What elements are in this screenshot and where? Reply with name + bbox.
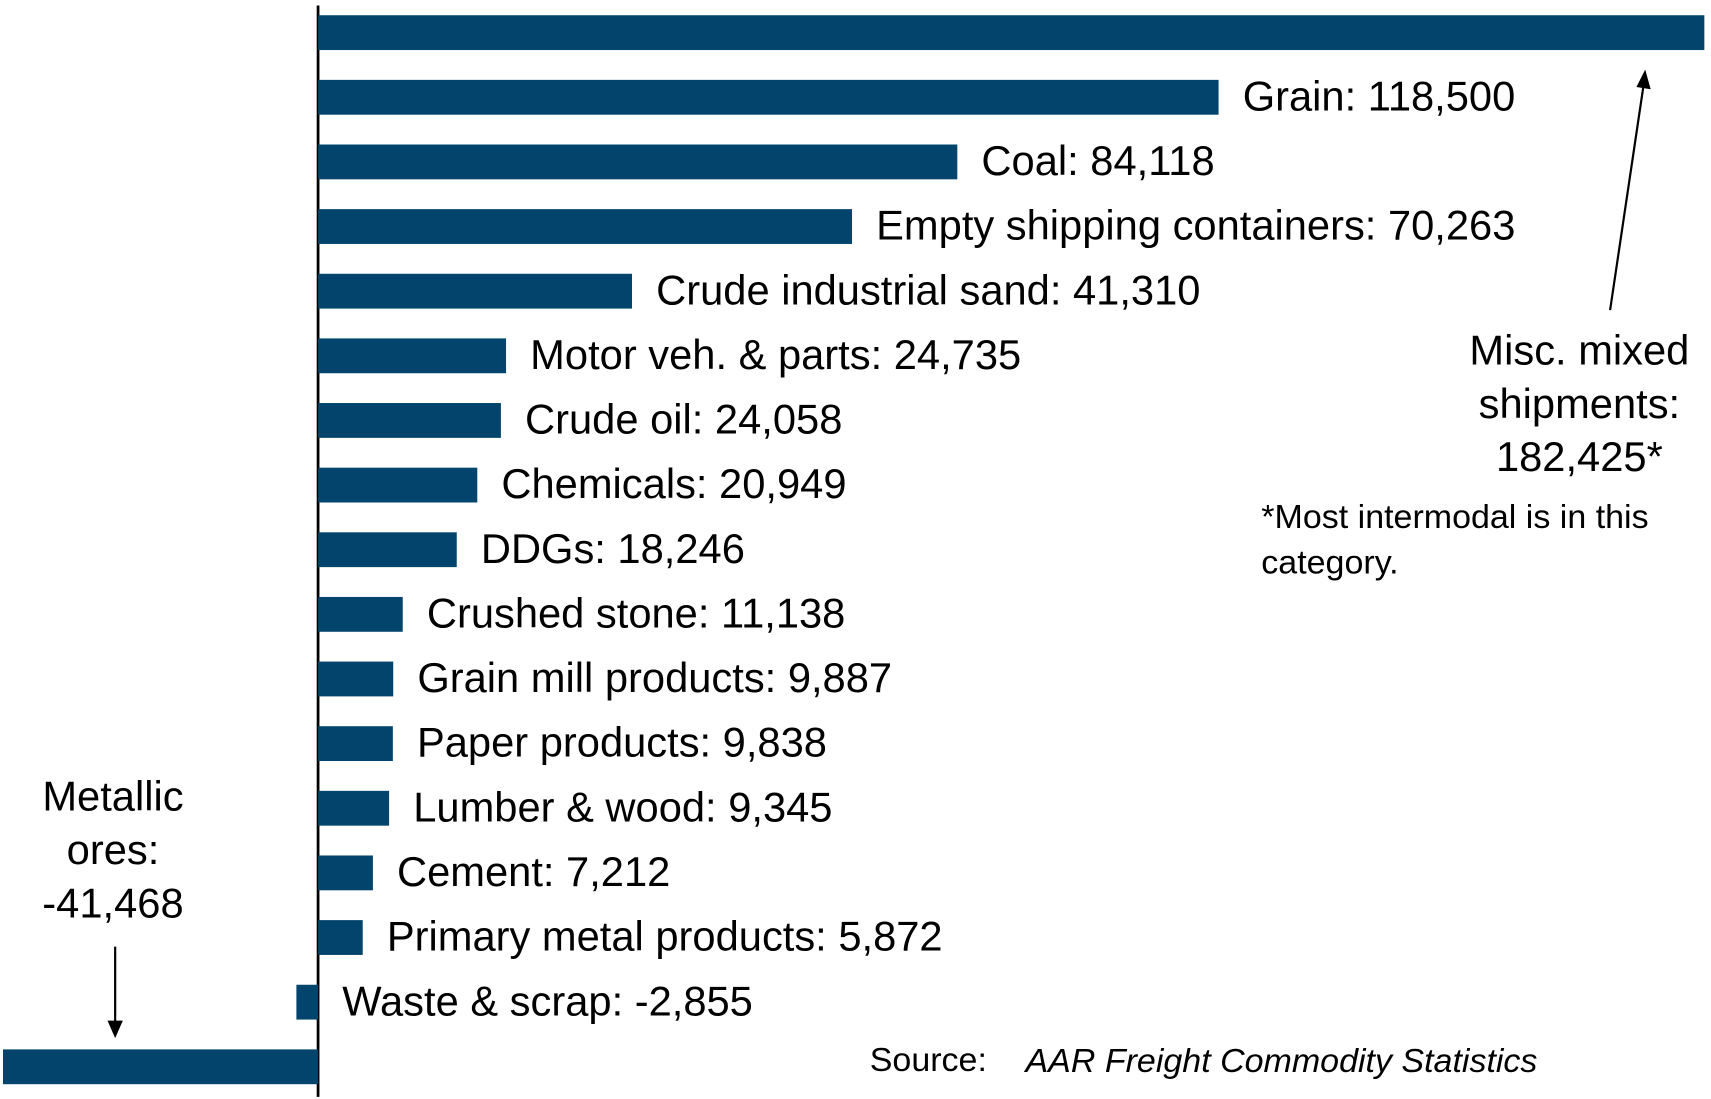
bar xyxy=(318,661,394,697)
bar xyxy=(318,790,390,826)
data-label: shipments: xyxy=(1479,380,1680,427)
bar xyxy=(2,1049,319,1085)
bar xyxy=(318,726,393,762)
bar xyxy=(318,532,457,568)
data-label: Empty shipping containers: 70,263 xyxy=(876,202,1515,249)
data-label: -41,468 xyxy=(42,879,183,926)
data-label: Crude industrial sand: 41,310 xyxy=(656,266,1200,313)
bar xyxy=(318,209,853,244)
source-label: Source: xyxy=(870,1041,987,1079)
data-label: Grain: 118,500 xyxy=(1243,73,1516,120)
bar xyxy=(318,273,633,309)
data-label: Chemicals: 20,949 xyxy=(501,460,846,507)
data-label: Coal: 84,118 xyxy=(981,137,1214,184)
data-label: Crushed stone: 11,138 xyxy=(427,590,845,637)
bar xyxy=(318,15,1705,51)
arrow-head xyxy=(107,1020,123,1039)
bar xyxy=(318,338,507,374)
source-text: AAR Freight Commodity Statistics xyxy=(1023,1042,1537,1080)
arrow-head xyxy=(1636,69,1651,90)
bar xyxy=(318,920,363,955)
data-label: Motor veh. & parts: 24,735 xyxy=(530,331,1021,378)
data-label: Waste & scrap: -2,855 xyxy=(342,977,753,1024)
data-label: Grain mill products: 9,887 xyxy=(417,654,892,701)
data-label: Crude oil: 24,058 xyxy=(525,396,842,443)
data-label: Misc. mixed xyxy=(1469,327,1689,374)
data-label: 182,425* xyxy=(1496,433,1663,480)
data-label: Primary metal products: 5,872 xyxy=(387,913,943,960)
data-label: ores: xyxy=(67,826,160,873)
data-label: Cement: 7,212 xyxy=(397,848,670,895)
bar xyxy=(296,984,319,1020)
annotation-arrow xyxy=(1609,81,1646,311)
data-label: Paper products: 9,838 xyxy=(417,719,827,766)
footnote: *Most intermodal is in this xyxy=(1261,498,1648,536)
bar xyxy=(318,467,478,503)
bar xyxy=(318,79,1219,115)
bar xyxy=(318,855,373,891)
bar xyxy=(318,144,958,180)
data-label: Metallic xyxy=(42,773,183,820)
data-label: Lumber & wood: 9,345 xyxy=(413,784,832,831)
data-label: DDGs: 18,246 xyxy=(481,525,745,572)
bar xyxy=(318,403,501,438)
bar xyxy=(318,596,403,632)
footnote: category. xyxy=(1261,544,1398,582)
